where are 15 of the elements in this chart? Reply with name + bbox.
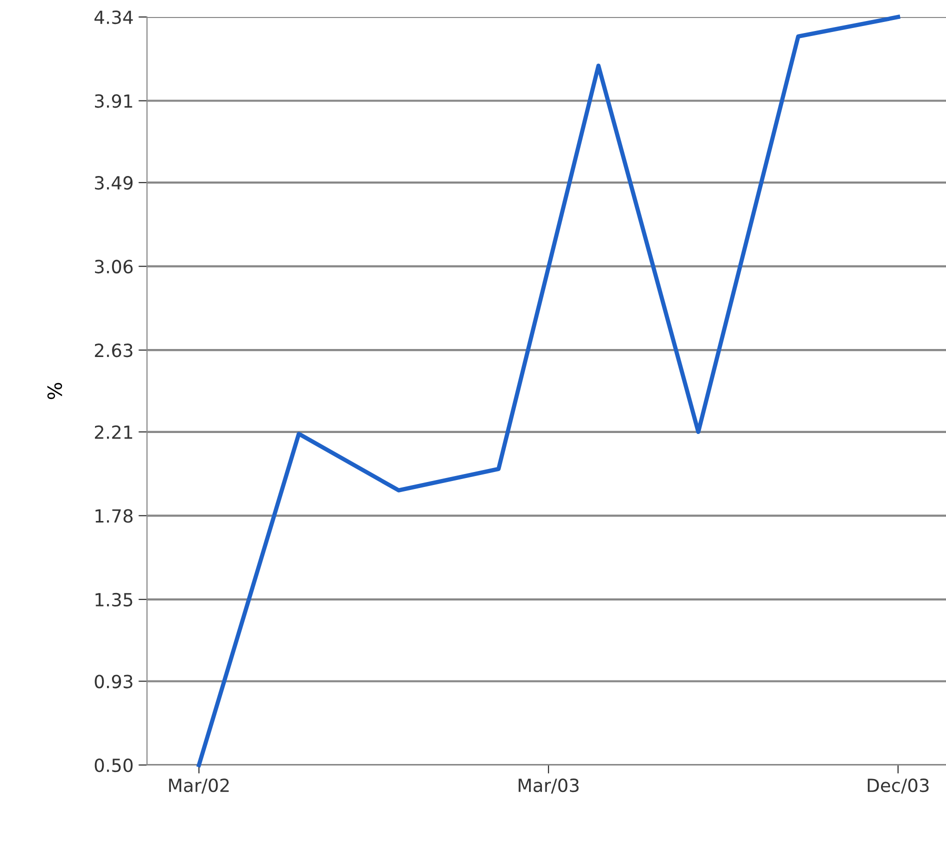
y-tick-label: 3.49 — [94, 176, 133, 190]
y-tick-label: 0.50 — [94, 758, 133, 772]
y-tick-label: 1.35 — [96, 592, 132, 607]
x-tick-label: Mar/03 — [518, 778, 579, 794]
x-tick-label: Mar/02 — [169, 778, 229, 794]
y-tick-label: 2.63 — [94, 344, 132, 358]
y-tick-label: 4.34 — [94, 10, 133, 24]
y-tick-label: 3.91 — [94, 94, 132, 108]
y-axis-title: % — [47, 382, 62, 400]
y-tick-label: 2.21 — [94, 425, 132, 439]
line-series — [196, 14, 900, 768]
y-tick-label: 3.06 — [94, 260, 133, 274]
y-tick-label: 0.93 — [94, 674, 132, 688]
y-tick-label: 1.78 — [96, 509, 133, 523]
x-tick-label: Dec/03 — [868, 778, 929, 794]
